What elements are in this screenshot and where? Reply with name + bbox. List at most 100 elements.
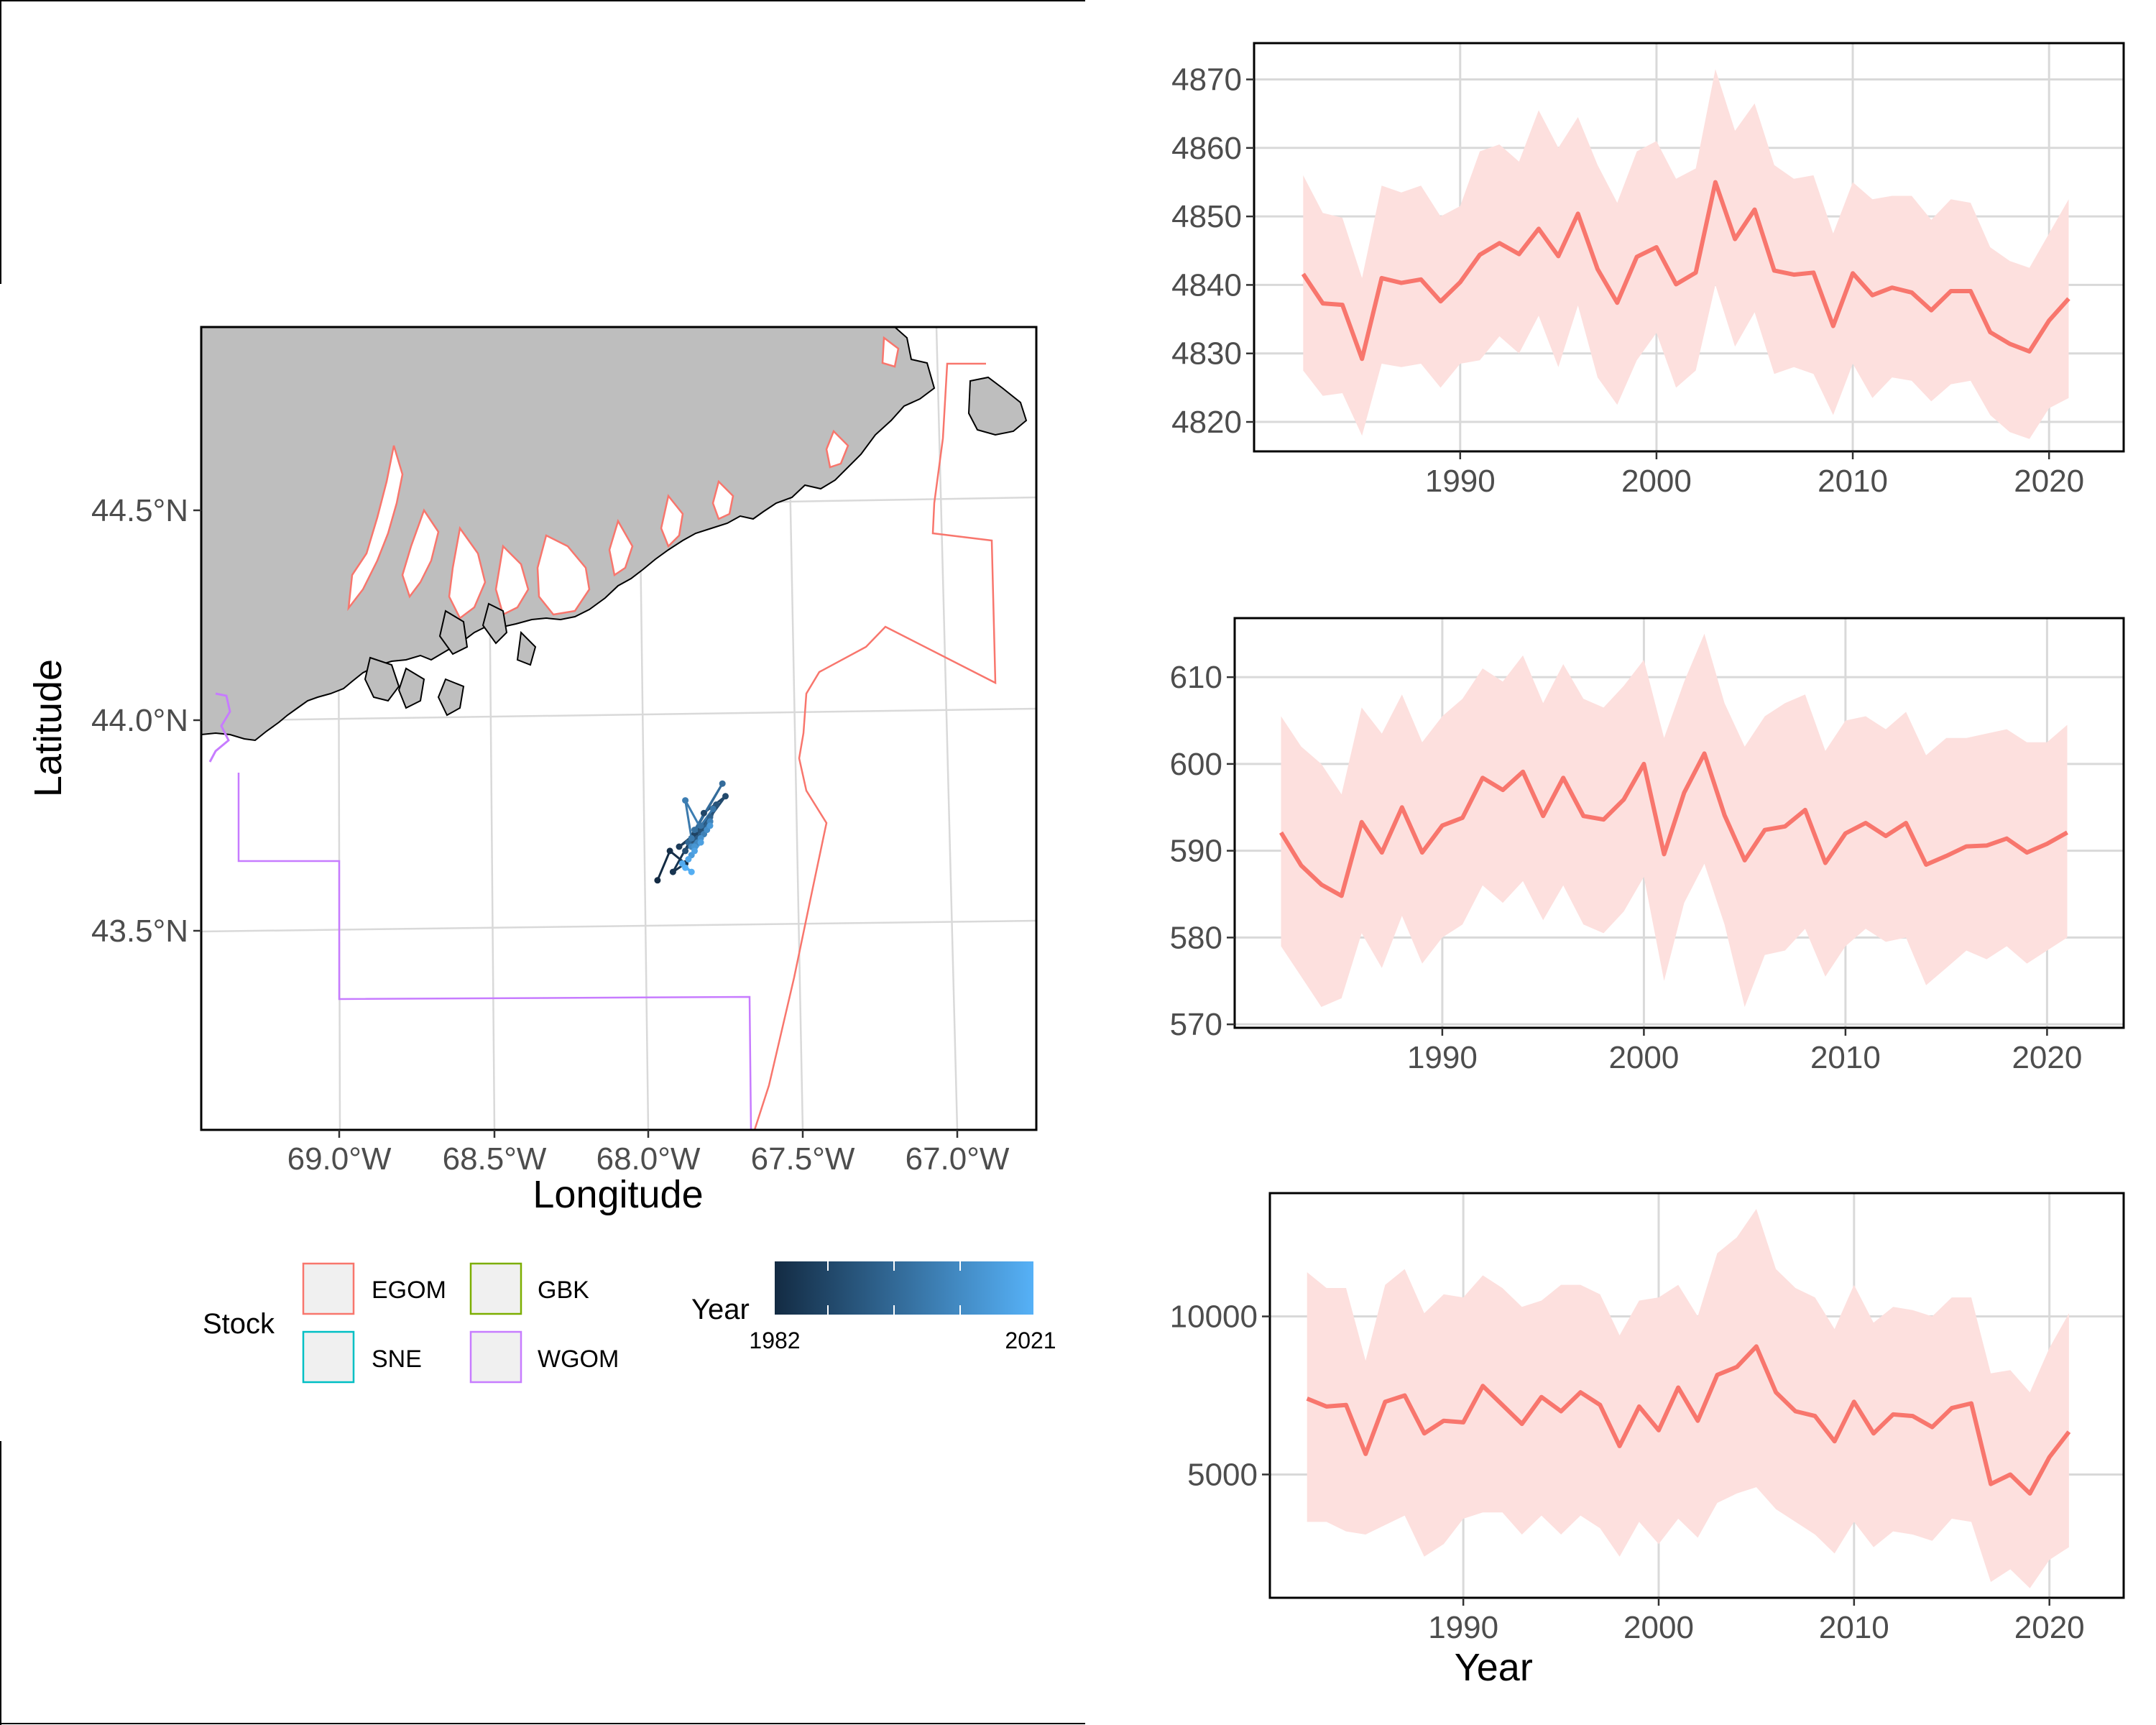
year-colorbar (775, 1261, 1033, 1315)
legend-label-gbk: GBK (538, 1276, 589, 1304)
map-frame (200, 326, 1038, 1131)
x-tick-label: 2000 (1623, 1610, 1694, 1645)
track-point (682, 797, 689, 804)
map-y-tick-label: 43.5°N (91, 914, 188, 949)
y-tick-label: 5000 (1187, 1457, 1258, 1492)
y-tick-label: 4830 (1171, 336, 1242, 372)
map-x-tick-label: 67.5°W (751, 1141, 855, 1177)
stock-legend-title: Stock (203, 1308, 275, 1340)
graticule-lat-44 (201, 707, 1036, 722)
map-x-tick-label: 68.0°W (596, 1141, 701, 1177)
island-f (437, 678, 465, 717)
legend-label-egom: EGOM (372, 1276, 446, 1304)
x-tick-label: 1990 (1428, 1610, 1498, 1645)
x-tick-label: 2010 (1810, 1040, 1881, 1075)
inlet-8 (711, 479, 734, 520)
centroid-track (654, 780, 729, 884)
time-series-panels: 1990 2000 2010 2020 4820 4830 4840 4850 4860 4870… (1170, 42, 2125, 1689)
year-colorbar-ticks (827, 1261, 961, 1315)
legend-key-egom (302, 1262, 355, 1315)
track-point (688, 868, 695, 875)
track-point (697, 822, 704, 829)
figure-edge-lines (0, 0, 1085, 1725)
island-c (438, 610, 469, 656)
series-line (1279, 751, 2068, 898)
time-series-panel-3: 1990 2000 2010 2020 5000 10000 Year (1170, 1192, 2125, 1689)
x-axis-title: Year (1455, 1646, 1533, 1689)
inlet-9 (825, 429, 849, 469)
legend-label-wgom: WGOM (538, 1346, 619, 1373)
track-point (706, 822, 714, 829)
x-tick-label: 2020 (2012, 1040, 2082, 1075)
track-point (682, 864, 689, 871)
inlet-2 (401, 508, 440, 599)
island-g (967, 376, 1028, 436)
inlet-6 (608, 518, 634, 577)
track-point (722, 793, 729, 800)
time-series-panel-2: 1990 2000 2010 2020 570 580 590 600 610 (1170, 617, 2125, 1075)
map-x-tick-labels: 69.0°W 68.5°W 68.0°W 67.5°W 67.0°W (287, 1141, 1010, 1177)
panel-frame (1268, 1192, 2125, 1599)
stock-legend: Stock EGOM GBK SNE WGOM (203, 1262, 619, 1384)
track-point (719, 780, 726, 787)
legend-label-sne: SNE (372, 1346, 422, 1373)
confidence-ribbon (1303, 69, 2069, 439)
inlet-10 (881, 336, 900, 368)
map-y-axis-title: Latitude (27, 659, 70, 797)
map-x-tick-marks (338, 1130, 959, 1138)
panel-frame (1233, 617, 2125, 1029)
track-point (697, 839, 704, 846)
x-tick-label: 1990 (1425, 464, 1496, 499)
x-tick-label: 2010 (1818, 464, 1888, 499)
y-tick-label: 590 (1170, 834, 1222, 869)
map-panel: 69.0°W 68.5°W 68.0°W 67.5°W 67.0°W 44.5°… (27, 326, 1038, 1216)
legend-key-sne (302, 1330, 355, 1384)
x-tick-label: 2020 (2014, 464, 2084, 499)
map-x-tick-label: 68.5°W (443, 1141, 547, 1177)
time-series-panel-1: 1990 2000 2010 2020 4820 4830 4840 4850 4860 4870 (1171, 42, 2125, 499)
track-segment (694, 783, 724, 831)
track-point (700, 809, 707, 816)
inlet-5 (536, 534, 591, 616)
track-point (682, 847, 689, 855)
y-tick-label: 580 (1170, 920, 1222, 955)
y-tick-label: 10000 (1170, 1300, 1258, 1335)
map-y-tick-label: 44.5°N (91, 493, 188, 528)
inlet-1 (347, 445, 404, 612)
y-tick-label: 4840 (1171, 267, 1242, 303)
coastal-inlets (347, 336, 900, 620)
map-y-tick-labels: 44.5°N 44.0°N 43.5°N (91, 493, 188, 949)
year-legend-max: 2021 (1005, 1328, 1056, 1353)
y-tick-label: 4870 (1171, 63, 1242, 98)
stock-boundary-wgom (237, 773, 752, 1130)
inlet-7 (660, 494, 684, 548)
track-point (688, 834, 695, 842)
stock-boundary-egom (753, 362, 997, 1130)
map-y-tick-label: 44.0°N (91, 703, 188, 738)
x-tick-label: 1990 (1407, 1040, 1478, 1075)
map-x-tick-label: 69.0°W (287, 1141, 392, 1177)
inlet-3 (448, 525, 487, 620)
x-tick-label: 2010 (1819, 1610, 1889, 1645)
map-y-tick-marks (193, 509, 201, 932)
island-a (364, 656, 400, 702)
panel-frame (1253, 42, 2125, 453)
graticule-lat-43-5 (201, 919, 1036, 933)
stock-coast-wgom (208, 692, 231, 763)
legend-key-wgom (469, 1330, 522, 1384)
track-point (654, 877, 661, 884)
year-legend-title: Year (691, 1294, 750, 1325)
x-tick-label: 2000 (1608, 1040, 1679, 1075)
y-tick-label: 4850 (1171, 199, 1242, 234)
island-b (397, 667, 425, 709)
year-legend: Year 1982 2021 (691, 1261, 1056, 1353)
year-legend-min: 1982 (749, 1328, 800, 1353)
y-tick-label: 610 (1170, 660, 1222, 695)
series-line (1301, 180, 2070, 362)
y-tick-label: 4860 (1171, 131, 1242, 166)
y-tick-label: 600 (1170, 747, 1222, 782)
series-line (1306, 1344, 2071, 1496)
map-x-axis-title: Longitude (533, 1173, 703, 1216)
track-point (691, 827, 698, 834)
track-point (676, 843, 683, 850)
